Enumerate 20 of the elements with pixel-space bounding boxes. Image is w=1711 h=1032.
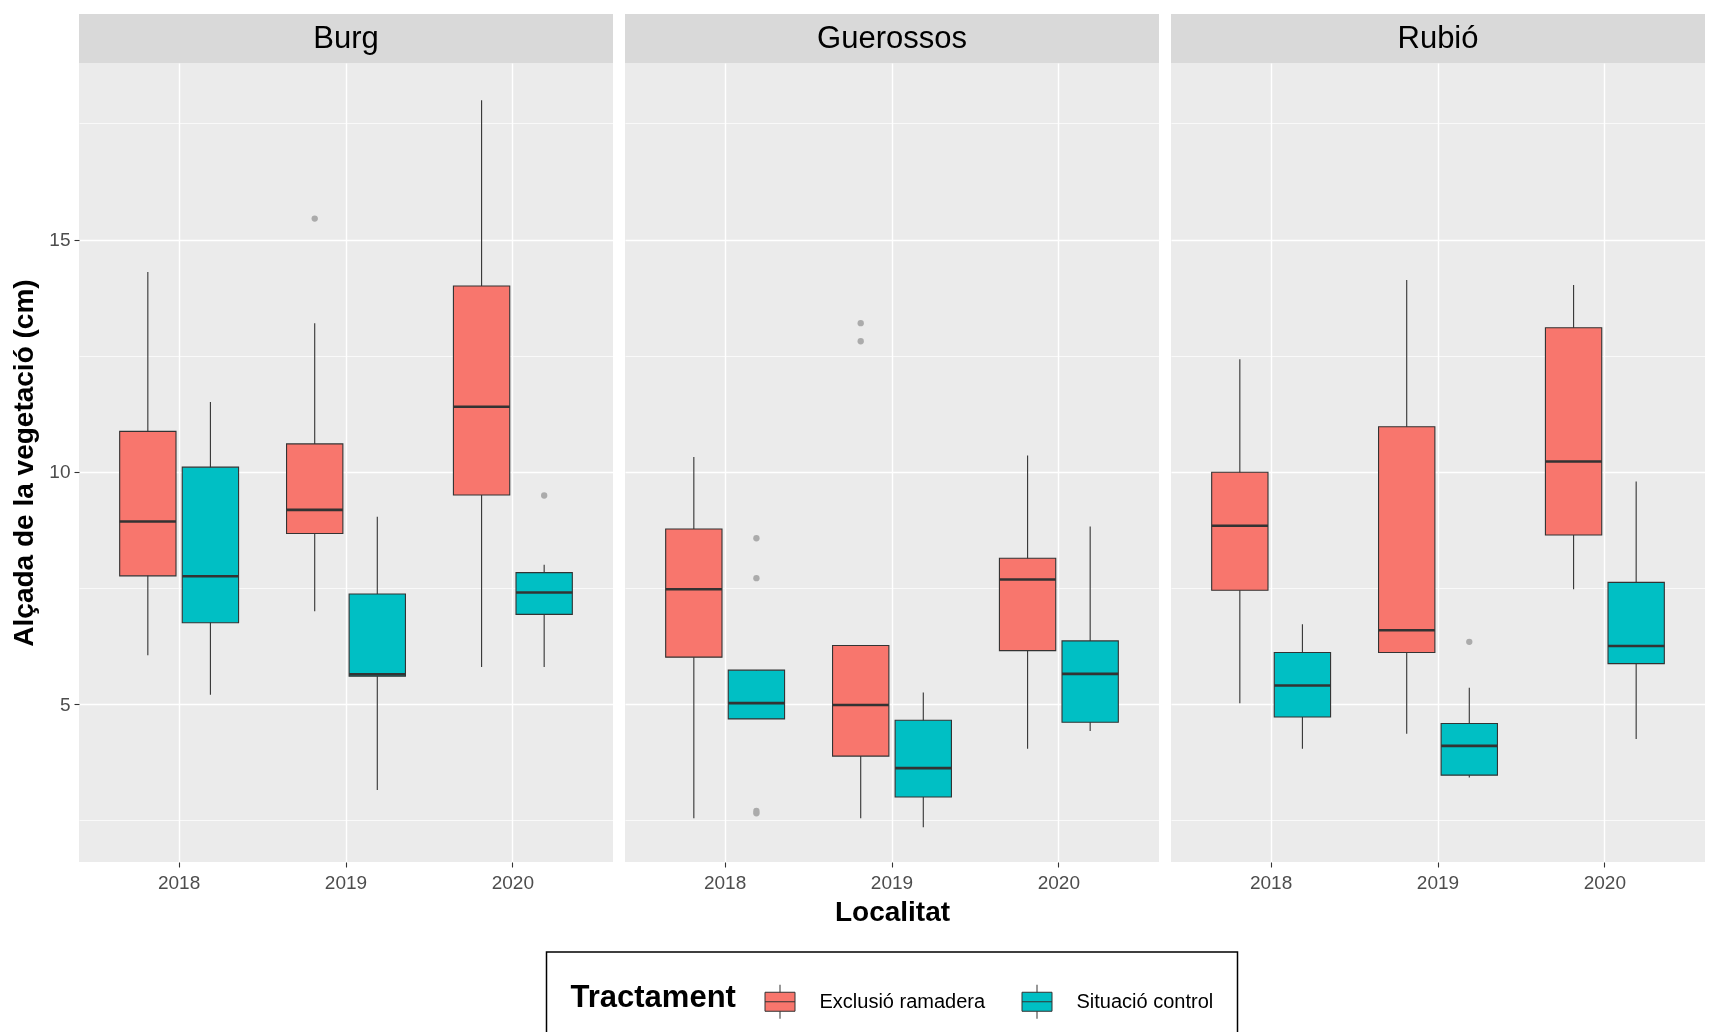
x-tick-label: 2019 (870, 871, 914, 893)
chart-title: Guerossos (817, 20, 967, 55)
x-tick-label: 2018 (703, 871, 747, 893)
x-tick-label: 2020 (1037, 871, 1081, 893)
y-axis-title: Alçada de la vegetació (cm) (8, 279, 40, 647)
x-tick-label: 2019 (324, 871, 368, 893)
x-tick-label: 2018 (157, 871, 201, 893)
x-tick-label: 2019 (1416, 871, 1460, 893)
x-tick-label: 2018 (1249, 871, 1293, 893)
chart-title: Rubió (1397, 20, 1479, 55)
y-tick-label: 10 (49, 461, 71, 483)
y-tick-label: 15 (49, 229, 71, 251)
x-tick-label: 2020 (1583, 871, 1627, 893)
x-axis-title: Localitat (834, 895, 951, 927)
legend-label: Situació control (1076, 989, 1214, 1012)
chart-title: Burg (313, 20, 379, 55)
y-tick-label: 5 (59, 693, 71, 715)
x-tick-label: 2020 (491, 871, 535, 893)
legend-title: Tractament (570, 979, 736, 1014)
legend-label: Exclusió ramadera (819, 989, 986, 1012)
